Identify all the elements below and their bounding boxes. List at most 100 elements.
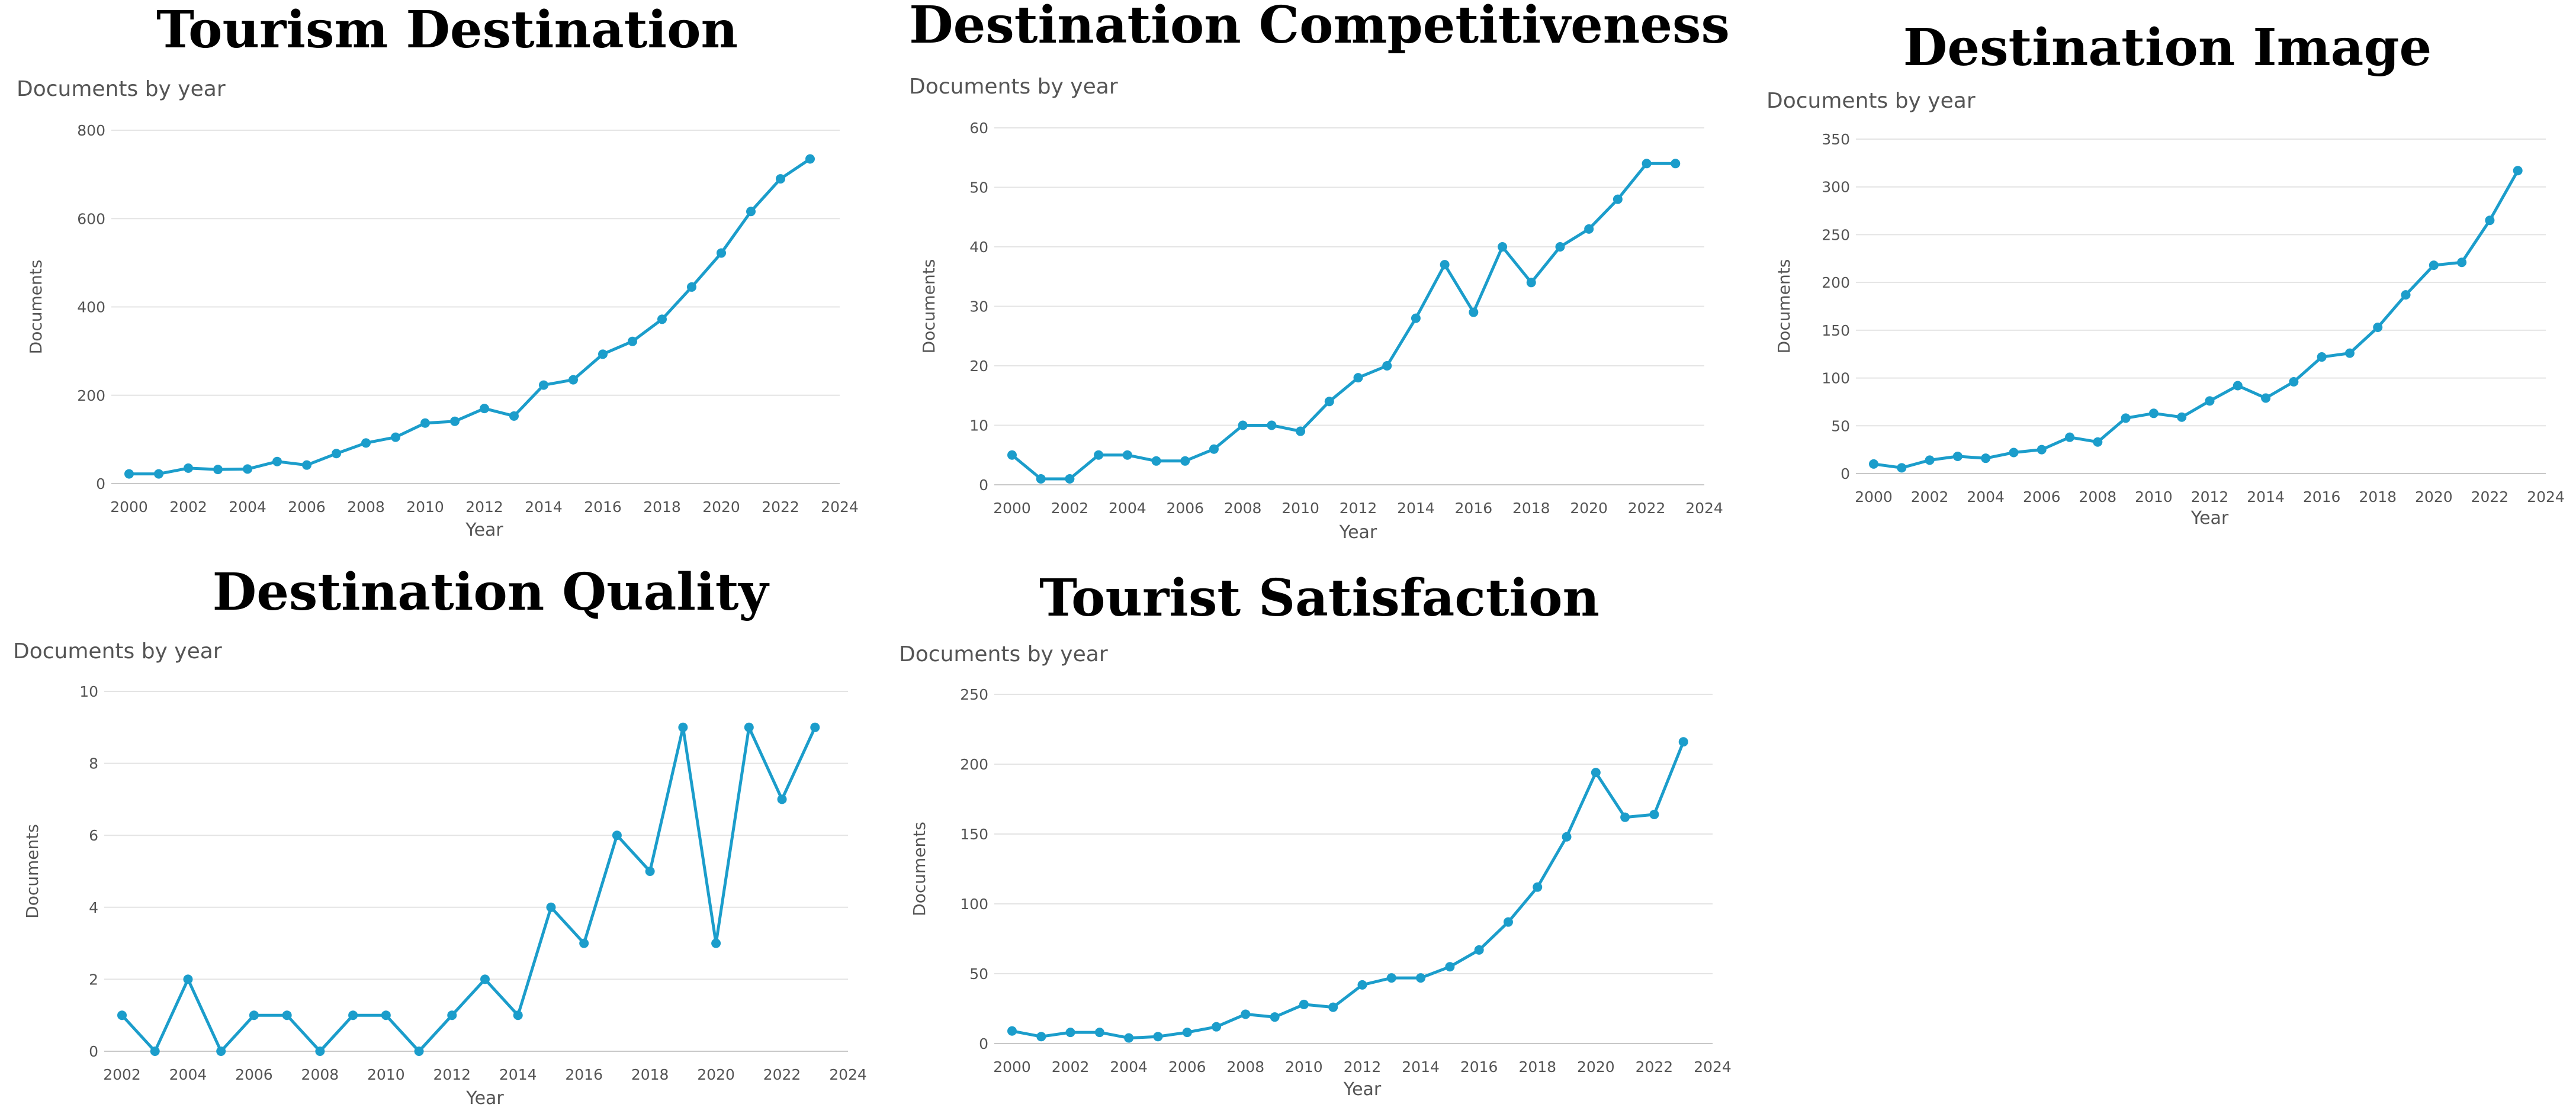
y-tick-label: 0	[979, 1035, 988, 1052]
data-point	[1036, 474, 1046, 484]
series-line	[129, 157, 811, 476]
data-point	[539, 380, 548, 390]
data-point	[420, 418, 430, 428]
data-point	[1678, 737, 1688, 747]
y-tick-label: 10	[969, 417, 988, 434]
x-tick-label: 2000	[110, 498, 148, 516]
data-point	[1241, 1009, 1251, 1019]
y-tick-label: 200	[960, 756, 988, 773]
data-point	[711, 938, 721, 948]
chart-title: Destination Quality	[213, 562, 770, 622]
chart-title: Destination Competitiveness	[909, 0, 1730, 55]
chart-title: Tourist Satisfaction	[1039, 568, 1599, 628]
data-point	[213, 465, 223, 475]
y-tick-label: 0	[96, 475, 105, 492]
y-tick-label: 600	[77, 210, 105, 227]
data-point	[1952, 451, 1962, 461]
y-tick-label: 250	[960, 686, 988, 703]
y-axis-label: Documents	[23, 824, 42, 919]
data-point	[1270, 1012, 1280, 1022]
data-point	[2401, 290, 2411, 300]
x-axis-label: Year	[465, 1088, 504, 1109]
chart-subtitle: Documents by year	[909, 75, 1118, 99]
data-point	[1533, 882, 1543, 892]
data-point	[2233, 381, 2243, 391]
x-tick-label: 2012	[465, 498, 503, 516]
x-tick-label: 2024	[2527, 488, 2565, 506]
chart-1: Tourism Destination Documents by year 0 200…	[17, 0, 859, 540]
y-tick-label: 200	[1822, 274, 1850, 291]
chart-subtitle: Documents by year	[899, 642, 1108, 667]
data-point	[1671, 159, 1681, 169]
data-point	[1007, 450, 1017, 460]
x-tick-label: 2004	[1109, 500, 1146, 517]
x-tick-label: 2006	[2023, 488, 2061, 506]
data-point	[1299, 999, 1309, 1009]
y-tick-label: 50	[1831, 417, 1850, 434]
x-tick-label: 2020	[2415, 488, 2453, 506]
x-tick-label: 2002	[1051, 500, 1089, 517]
data-point	[1411, 313, 1421, 323]
x-tick-label: 2006	[1168, 1058, 1206, 1076]
x-tick-label: 2012	[2191, 488, 2229, 506]
x-tick-label: 2024	[821, 498, 859, 516]
data-point	[302, 460, 311, 470]
data-point	[243, 464, 252, 474]
data-point	[1353, 373, 1363, 383]
x-tick-label: 2002	[169, 498, 207, 516]
x-tick-label: 2016	[584, 498, 622, 516]
data-point	[598, 349, 608, 359]
x-tick-label: 2020	[697, 1066, 735, 1083]
data-point	[272, 456, 282, 466]
data-point	[1357, 980, 1367, 990]
chart-2: Destination Competitiveness Documents by …	[909, 0, 1730, 543]
y-tick-label: 10	[79, 683, 98, 700]
data-point	[2121, 413, 2131, 423]
data-point	[1649, 809, 1659, 819]
y-tick-label: 6	[89, 827, 98, 844]
y-tick-label: 200	[77, 387, 105, 404]
data-point	[1324, 397, 1334, 407]
data-point	[2373, 323, 2383, 333]
x-axis-label: Year	[1339, 522, 1377, 543]
x-tick-label: 2002	[1911, 488, 1949, 506]
x-tick-label: 2006	[235, 1066, 273, 1083]
y-tick-label: 2	[89, 971, 98, 988]
x-tick-label: 2022	[2471, 488, 2509, 506]
data-point	[216, 1047, 226, 1056]
data-point	[2289, 377, 2299, 387]
data-point	[1416, 973, 1426, 983]
x-tick-label: 2004	[169, 1066, 207, 1083]
data-point	[1007, 1026, 1017, 1036]
x-tick-label: 2002	[103, 1066, 141, 1083]
y-tick-label: 0	[1841, 465, 1850, 482]
x-tick-label: 2016	[2303, 488, 2341, 506]
x-tick-label: 2022	[762, 498, 799, 516]
x-tick-label: 2024	[1694, 1058, 1732, 1076]
x-tick-label: 2008	[347, 498, 385, 516]
x-axis-label: Year	[465, 520, 503, 540]
data-point	[1182, 1028, 1192, 1038]
data-point	[2317, 352, 2327, 362]
data-point	[361, 438, 371, 448]
x-tick-label: 2018	[1518, 1058, 1556, 1076]
data-point	[1981, 453, 1991, 463]
data-point	[1267, 420, 1277, 430]
x-tick-label: 2014	[1397, 500, 1435, 517]
data-point	[810, 722, 820, 732]
x-tick-label: 2008	[1227, 1058, 1265, 1076]
data-point	[687, 282, 696, 292]
y-tick-label: 0	[979, 476, 988, 494]
data-point	[1469, 307, 1479, 317]
data-point	[1591, 768, 1601, 778]
x-tick-label: 2016	[1455, 500, 1493, 517]
series-line	[1873, 170, 2519, 469]
y-tick-label: 350	[1822, 131, 1850, 148]
data-point	[154, 469, 163, 479]
data-point	[150, 1047, 160, 1056]
chart-subtitle: Documents by year	[13, 639, 222, 664]
y-tick-label: 4	[89, 899, 98, 916]
data-point	[1209, 444, 1219, 454]
x-tick-label: 2010	[1285, 1058, 1323, 1076]
data-point	[1151, 456, 1161, 466]
